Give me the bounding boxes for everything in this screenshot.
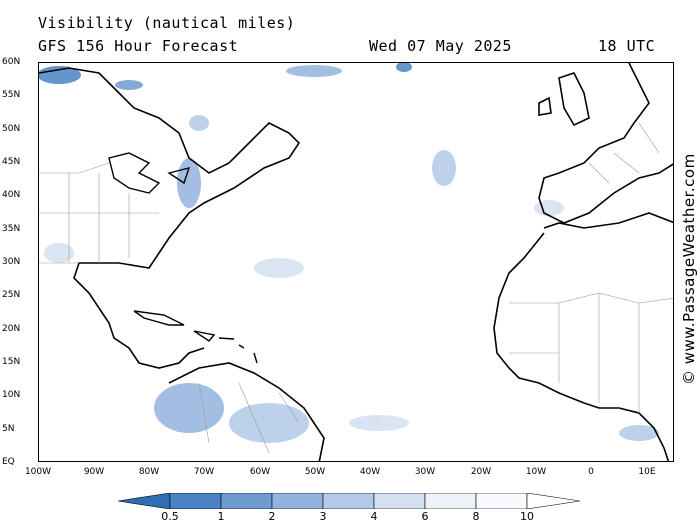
legend-segment xyxy=(424,493,477,509)
vis-patch xyxy=(115,80,143,90)
legend-label: 1 xyxy=(217,510,225,523)
vis-patch xyxy=(396,63,412,72)
forecast-model: GFS 156 Hour Forecast xyxy=(38,37,239,55)
africa-coast xyxy=(493,212,673,461)
map-canvas xyxy=(39,63,673,461)
legend-colorbar xyxy=(118,493,581,509)
legend-label: 4 xyxy=(370,510,378,523)
lat-label-eq: EQ xyxy=(2,457,15,467)
lat-label-15n: 15N xyxy=(2,357,21,367)
lon-label-10w: 10W xyxy=(525,467,547,477)
lon-label-90w: 90W xyxy=(83,467,105,477)
vis-patch xyxy=(286,65,342,77)
country-borders xyxy=(39,122,673,454)
great-lakes xyxy=(108,152,191,194)
north-america-coast xyxy=(39,67,301,369)
lon-label-30w: 30W xyxy=(414,467,436,477)
legend-segment xyxy=(169,493,222,509)
lon-label-20w: 20W xyxy=(470,467,492,477)
lon-label-50w: 50W xyxy=(304,467,326,477)
forecast-date: Wed 07 May 2025 xyxy=(369,37,512,55)
lat-label-60n: 60N xyxy=(2,57,21,67)
vis-patch xyxy=(619,425,659,441)
vis-patch xyxy=(189,115,209,131)
vis-patch xyxy=(44,243,74,263)
forecast-time: 18 UTC xyxy=(598,37,656,55)
lat-label-50n: 50N xyxy=(2,124,21,134)
lat-label-25n: 25N xyxy=(2,290,21,300)
lat-label-20n: 20N xyxy=(2,324,21,334)
vis-patch xyxy=(229,403,309,443)
lon-label-70w: 70W xyxy=(193,467,215,477)
vis-patch xyxy=(177,158,201,208)
south-america-coast xyxy=(168,362,325,461)
lon-label-100w: 100W xyxy=(24,467,52,477)
lon-label-60w: 60W xyxy=(249,467,271,477)
map-title: Visibility (nautical miles) xyxy=(38,14,296,32)
legend-segment xyxy=(373,493,426,509)
lat-label-35n: 35N xyxy=(2,224,21,234)
europe-coast xyxy=(538,63,673,224)
watermark: © www.PassageWeather.com xyxy=(680,153,698,385)
legend-label: 0.5 xyxy=(161,510,179,523)
legend-segment xyxy=(322,493,375,509)
legend-label: 3 xyxy=(319,510,327,523)
vis-patch xyxy=(432,150,456,186)
lon-label-80w: 80W xyxy=(138,467,160,477)
lat-label-45n: 45N xyxy=(2,157,21,167)
legend-label: 6 xyxy=(421,510,429,523)
lat-label-5n: 5N xyxy=(2,424,15,434)
british-isles xyxy=(538,72,590,127)
visibility-map[interactable] xyxy=(38,62,674,462)
legend-segment xyxy=(475,493,528,509)
lat-label-30n: 30N xyxy=(2,257,21,267)
legend-label: 2 xyxy=(268,510,276,523)
legend-segment-low xyxy=(118,493,171,509)
lat-label-55n: 55N xyxy=(2,90,21,100)
caribbean-islands xyxy=(133,310,258,364)
lon-label-40w: 40W xyxy=(359,467,381,477)
lon-label-0: 0 xyxy=(588,467,594,477)
vis-patch xyxy=(349,415,409,431)
legend-segment xyxy=(271,493,324,509)
legend-label: 10 xyxy=(520,510,534,523)
lat-label-40n: 40N xyxy=(2,190,21,200)
vis-patch xyxy=(534,200,564,216)
lat-label-10n: 10N xyxy=(2,390,21,400)
visibility-patches xyxy=(39,63,659,443)
legend-segment-high xyxy=(526,493,581,509)
legend-label: 8 xyxy=(472,510,480,523)
vis-patch xyxy=(154,383,224,433)
legend-segment xyxy=(220,493,273,509)
lon-label-10e: 10E xyxy=(638,467,656,477)
vis-patch xyxy=(254,258,304,278)
